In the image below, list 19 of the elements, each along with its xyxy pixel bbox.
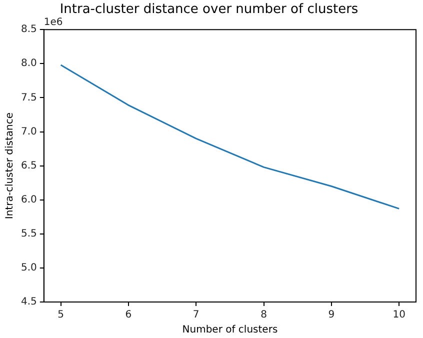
x-tick-label: 6 bbox=[125, 310, 132, 321]
y-tick-label: 5.5 bbox=[20, 228, 37, 240]
y-axis-title: Intra-cluster distance bbox=[4, 112, 16, 220]
y-tick-label: 6.5 bbox=[20, 160, 37, 172]
x-tick-label: 7 bbox=[192, 310, 200, 321]
x-axis-title: Number of clusters bbox=[182, 324, 278, 336]
text: 1e6 bbox=[44, 17, 63, 28]
y-tick-label: 7.0 bbox=[20, 126, 37, 138]
y-tick-label: 6.0 bbox=[20, 194, 37, 206]
y-tick-label: 4.5 bbox=[20, 296, 37, 308]
chart-title: Intra-cluster distance over number of clusters bbox=[60, 2, 358, 18]
y-tick-label: 5.0 bbox=[20, 262, 37, 274]
x-tick-label: 8 bbox=[260, 310, 267, 321]
y-tick-label: 8.0 bbox=[20, 58, 37, 70]
x-tick-label: 10 bbox=[392, 310, 406, 321]
x-tick-label: 5 bbox=[58, 310, 64, 321]
y-tick-label: 7.5 bbox=[20, 92, 37, 104]
y-tick-label: 8.5 bbox=[20, 24, 37, 36]
x-tick-label: 9 bbox=[328, 310, 335, 321]
